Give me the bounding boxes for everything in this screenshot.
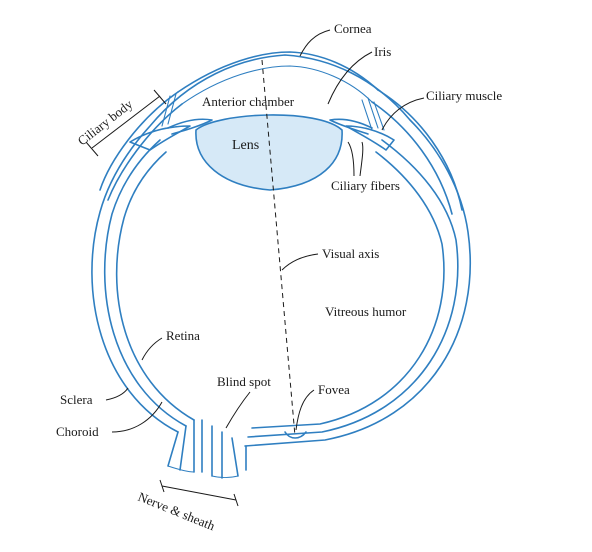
label-visual-axis: Visual axis bbox=[322, 246, 379, 261]
label-sclera: Sclera bbox=[60, 392, 93, 407]
cornea-inner bbox=[181, 65, 373, 105]
label-retina: Retina bbox=[166, 328, 200, 343]
sclera-outline bbox=[91, 54, 472, 447]
label-vitreous-humor: Vitreous humor bbox=[325, 304, 407, 319]
retina-outline bbox=[115, 151, 445, 429]
label-ciliary-muscle: Ciliary muscle bbox=[426, 88, 502, 103]
optic-nerve bbox=[167, 419, 247, 479]
label-anterior-chamber: Anterior chamber bbox=[202, 94, 295, 109]
label-lens: Lens bbox=[232, 138, 259, 153]
ciliary-structures bbox=[129, 93, 395, 151]
label-fovea: Fovea bbox=[318, 382, 350, 397]
fovea-dip bbox=[284, 431, 307, 439]
eyeball-walls bbox=[91, 51, 472, 447]
cornea-outline bbox=[177, 51, 379, 93]
label-blind-spot: Blind spot bbox=[217, 374, 271, 389]
label-iris: Iris bbox=[374, 44, 391, 59]
ciliary-muscle-hatch bbox=[161, 93, 385, 131]
choroid-outline bbox=[103, 139, 459, 438]
leader-lines bbox=[85, 29, 425, 507]
label-cornea: Cornea bbox=[334, 21, 372, 36]
label-ciliary-fibers: Ciliary fibers bbox=[331, 178, 400, 193]
iris-left bbox=[167, 118, 213, 135]
label-choroid: Choroid bbox=[56, 424, 99, 439]
lens bbox=[195, 114, 343, 191]
sclera-front-right bbox=[371, 89, 463, 215]
label-nerve-sheath: Nerve & sheath bbox=[136, 489, 218, 534]
iris-right bbox=[329, 118, 373, 135]
ciliary-body-left bbox=[129, 125, 191, 151]
